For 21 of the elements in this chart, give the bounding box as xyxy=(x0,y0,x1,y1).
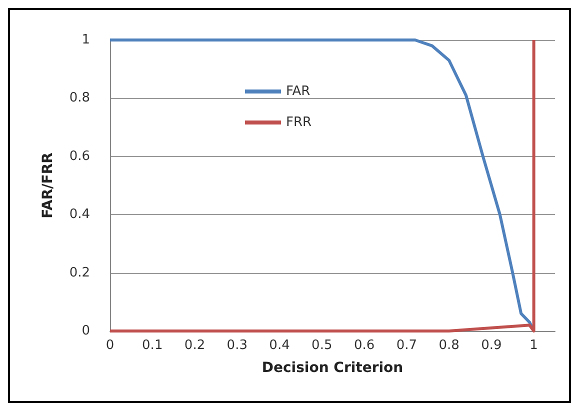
x-tick-label: 0.7 xyxy=(396,338,418,353)
y-tick-label: 1 xyxy=(82,32,90,48)
x-tick-label: 0.4 xyxy=(269,338,290,353)
y-tick-label: 0.8 xyxy=(69,90,90,106)
x-tick-label: 1 xyxy=(530,338,538,353)
y-axis-title: FAR/FRR xyxy=(40,152,56,218)
x-tick-label: 0.1 xyxy=(142,338,163,353)
x-tick-label: 0.2 xyxy=(184,338,206,353)
x-tick-label: 0.8 xyxy=(438,338,460,353)
x-axis-title: Decision Criterion xyxy=(262,360,404,376)
legend-label: FRR xyxy=(286,115,312,130)
x-tick-label: 0.6 xyxy=(354,338,375,353)
y-tick-label: 0.2 xyxy=(69,265,90,280)
x-tick-label: 0 xyxy=(106,338,114,353)
legend-label: FAR xyxy=(286,84,310,99)
x-tick-label: 0.3 xyxy=(226,338,248,353)
x-tick-label: 0.5 xyxy=(312,338,332,353)
y-tick-label: 0 xyxy=(82,324,90,338)
x-tick-label: 0.9 xyxy=(481,338,502,353)
y-tick-label: 0.4 xyxy=(69,207,90,222)
y-tick-label: 0.6 xyxy=(69,148,90,164)
